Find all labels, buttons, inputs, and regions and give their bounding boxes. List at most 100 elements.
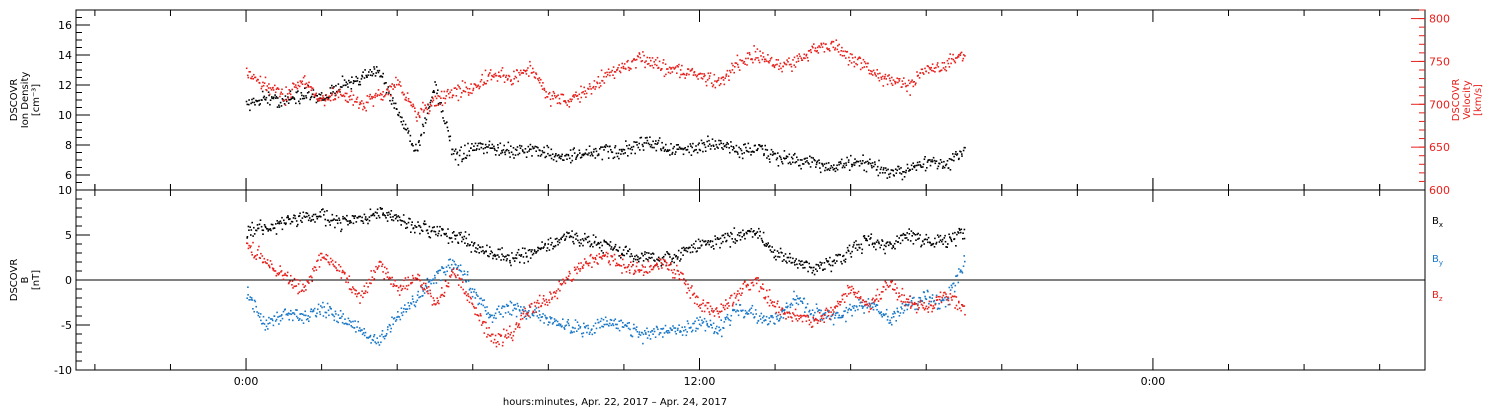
data-point xyxy=(442,294,445,297)
data-point xyxy=(669,154,671,156)
data-point xyxy=(694,320,696,323)
data-point xyxy=(381,263,384,266)
data-point xyxy=(614,243,617,246)
data-point xyxy=(582,244,584,247)
data-point xyxy=(393,214,396,217)
data-point xyxy=(960,228,963,231)
data-point xyxy=(755,277,757,280)
data-point xyxy=(723,236,726,239)
data-point xyxy=(644,137,647,139)
data-point xyxy=(532,67,534,70)
data-point xyxy=(586,236,589,239)
data-point xyxy=(723,83,726,86)
data-point xyxy=(431,229,433,232)
data-point xyxy=(832,168,835,171)
data-point xyxy=(516,302,519,305)
data-point xyxy=(890,169,893,171)
data-point xyxy=(414,231,416,234)
data-point xyxy=(816,50,818,52)
data-point xyxy=(428,225,431,228)
data-point xyxy=(746,232,748,235)
data-point xyxy=(646,252,648,254)
data-point xyxy=(855,240,857,242)
data-point xyxy=(644,251,646,253)
data-point xyxy=(604,254,606,256)
data-point xyxy=(432,99,435,101)
data-point xyxy=(325,311,328,314)
data-point xyxy=(714,235,716,237)
data-point xyxy=(936,234,939,236)
data-point xyxy=(816,319,819,321)
data-point xyxy=(509,259,511,262)
data-point xyxy=(768,61,770,64)
data-point xyxy=(849,286,851,288)
data-point xyxy=(731,149,734,151)
data-point xyxy=(806,314,808,317)
data-point xyxy=(596,262,598,264)
data-point xyxy=(262,322,264,325)
data-point xyxy=(514,303,517,306)
data-point xyxy=(719,140,722,142)
data-point xyxy=(677,249,680,252)
data-point xyxy=(834,262,837,264)
data-point xyxy=(808,310,810,313)
data-point xyxy=(346,220,349,222)
data-point xyxy=(478,148,481,151)
data-point xyxy=(564,282,567,285)
data-point xyxy=(293,312,295,314)
data-point xyxy=(692,293,695,296)
data-point xyxy=(578,93,581,96)
data-point xyxy=(474,83,476,86)
data-point xyxy=(380,341,382,344)
data-point xyxy=(750,58,752,61)
data-point xyxy=(271,223,274,226)
data-point xyxy=(722,240,724,243)
data-point xyxy=(841,294,843,297)
data-point xyxy=(871,299,873,301)
data-point xyxy=(863,235,866,237)
data-point xyxy=(714,80,716,82)
data-point xyxy=(700,244,703,246)
data-point xyxy=(819,167,821,169)
data-point xyxy=(263,323,266,325)
data-point xyxy=(488,140,491,143)
data-point xyxy=(443,295,446,297)
data-point xyxy=(481,299,484,302)
data-point xyxy=(809,49,812,51)
data-point xyxy=(293,277,296,280)
data-point xyxy=(770,148,773,151)
data-point xyxy=(558,239,560,241)
data-point xyxy=(445,95,448,97)
data-point xyxy=(697,73,700,75)
data-point xyxy=(295,309,297,311)
data-point xyxy=(406,127,409,130)
data-point xyxy=(304,285,307,287)
data-point xyxy=(644,66,646,69)
data-point xyxy=(628,322,630,324)
data-point xyxy=(674,67,676,69)
data-point xyxy=(434,277,436,279)
data-point xyxy=(757,237,759,239)
data-point xyxy=(606,320,608,322)
data-point xyxy=(342,94,345,96)
data-point xyxy=(269,266,271,269)
data-point xyxy=(847,161,850,163)
data-point xyxy=(930,244,932,247)
data-point xyxy=(955,275,957,277)
data-point xyxy=(718,139,720,142)
data-point xyxy=(513,260,516,262)
data-point xyxy=(738,234,741,237)
data-point xyxy=(437,272,439,275)
data-point xyxy=(759,145,762,148)
data-point xyxy=(743,316,745,319)
data-point xyxy=(771,301,774,303)
data-point xyxy=(499,248,501,251)
data-point xyxy=(345,81,348,83)
data-point xyxy=(846,311,849,314)
data-point xyxy=(414,277,417,279)
data-point xyxy=(909,295,911,298)
data-point xyxy=(399,116,402,118)
data-point xyxy=(507,304,510,307)
data-point xyxy=(949,169,952,171)
data-point xyxy=(368,216,371,218)
